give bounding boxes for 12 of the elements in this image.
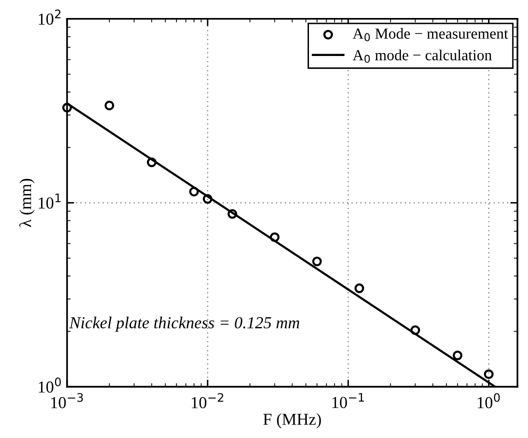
annotation: Nickel plate thickness = 0.125 mm <box>69 316 300 332</box>
y-axis-title: λ (mm) <box>19 178 35 227</box>
x-axis-title: F (MHz) <box>263 413 321 428</box>
y-tick-label: 10$^{1}$ <box>38 194 61 209</box>
x-tick-label: 10$^{−1}$ <box>332 393 364 408</box>
y-tick-label: 10$^{2}$ <box>38 10 60 25</box>
legend-label: A$_{0}$ Mode − measurement <box>352 28 508 42</box>
x-tick-label: 10$^{−3}$ <box>51 393 83 408</box>
x-tick-label: 10$^{0}$ <box>478 393 500 408</box>
legend-label: A$_{0}$ mode − calculation <box>352 50 492 63</box>
y-tick-label: 10$^{0}$ <box>38 377 61 393</box>
x-tick-label: 10$^{−2}$ <box>192 393 224 408</box>
